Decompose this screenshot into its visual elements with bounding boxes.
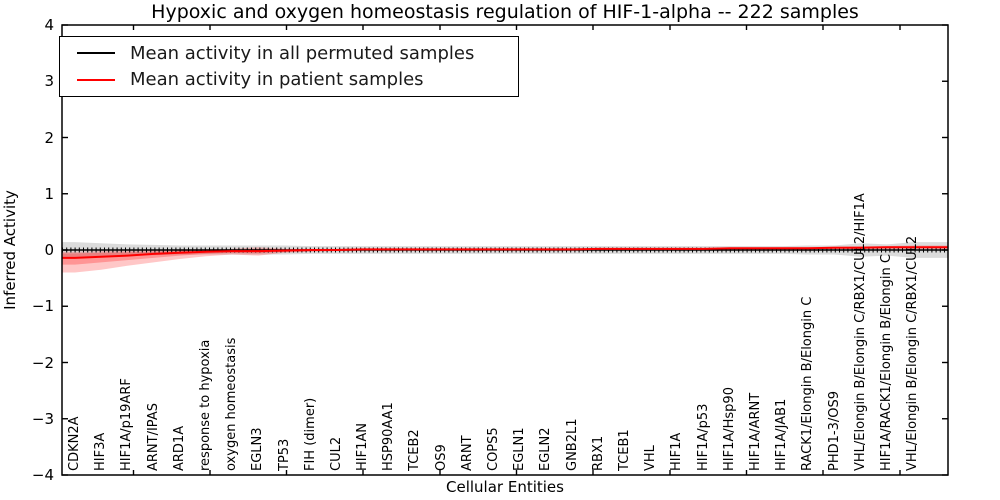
x-category-label: VHL/Elongin B/Elongin C/RBX1/CUL2/HIF1A [852, 193, 868, 471]
x-category-label: CUL2 [328, 436, 344, 471]
x-category-label: EGLN3 [250, 427, 266, 471]
x-category-label: VHL/Elongin B/Elongin C/RBX1/CUL2 [905, 235, 921, 471]
y-tick-label: −1 [31, 297, 54, 316]
y-tick-label: −3 [31, 409, 54, 428]
patient-samples-spread-outer-band [62, 245, 948, 273]
permuted-line-sample-icon [77, 52, 115, 55]
x-category-label: response to hypoxia [197, 339, 213, 471]
x-category-label: VHL [643, 445, 659, 471]
x-category-label: ARD1A [171, 425, 187, 471]
x-category-label: CDKN2A [67, 416, 82, 471]
x-category-label: EGLN1 [512, 427, 528, 471]
y-tick-label: −4 [31, 466, 54, 484]
x-category-label: TP53 [276, 438, 292, 471]
legend-label-permuted: Mean activity in all permuted samples [130, 42, 475, 64]
x-category-label: HIF1A/ARNT [747, 392, 763, 471]
x-category-label: oxygen homeostasis [224, 337, 240, 471]
legend-label-patient: Mean activity in patient samples [130, 69, 424, 91]
x-category-label: RACK1/Elongin B/Elongin C [800, 296, 816, 471]
x-category-label: OS9 [433, 444, 449, 471]
x-category-label: FIH (dimer) [302, 397, 318, 471]
y-tick-label: 4 [44, 16, 54, 34]
series-line-1 [62, 246, 948, 259]
legend: Mean activity in all permuted samples Me… [59, 36, 519, 97]
patient-line-sample-icon [77, 78, 115, 81]
x-category-label: ARNT [459, 435, 475, 471]
y-tick-label: 1 [44, 184, 54, 203]
legend-item-permuted: Mean activity in all permuted samples [60, 43, 518, 64]
x-category-label: PHD1-3/OS9 [826, 391, 842, 471]
legend-item-patient: Mean activity in patient samples [60, 69, 518, 90]
chart-title: Hypoxic and oxygen homeostasis regulatio… [151, 1, 859, 23]
y-tick-label: 0 [44, 241, 54, 259]
x-category-label: HIF1A/p53 [695, 403, 711, 471]
x-category-label: HIF1A/JAB1 [774, 398, 790, 471]
x-category-label: RBX1 [590, 435, 606, 471]
x-category-label: HIF3A [93, 432, 109, 471]
x-category-label: HIF1AN [355, 423, 371, 471]
y-tick-label: −2 [31, 353, 54, 372]
x-category-label: ARNT/IPAS [145, 403, 161, 471]
x-category-label: HIF1A/Hsp90 [721, 387, 737, 471]
x-category-label: HSP90AA1 [381, 402, 397, 471]
y-tick-label: 3 [44, 72, 54, 91]
x-category-label: TCEB2 [407, 429, 423, 471]
x-category-label: HIF1A/p19ARF [119, 378, 135, 471]
y-tick-label: 2 [44, 128, 54, 147]
x-axis-title: Cellular Entities [446, 478, 564, 496]
x-category-label: HIF1A/RACK1/Elongin B/Elongin C [878, 254, 894, 471]
x-category-label: EGLN2 [538, 427, 554, 471]
x-category-label: GNB2L1 [564, 418, 580, 471]
x-category-label: TCEB1 [616, 429, 632, 471]
x-category-label: HIF1A [669, 432, 685, 471]
x-category-label: COPS5 [486, 427, 502, 471]
